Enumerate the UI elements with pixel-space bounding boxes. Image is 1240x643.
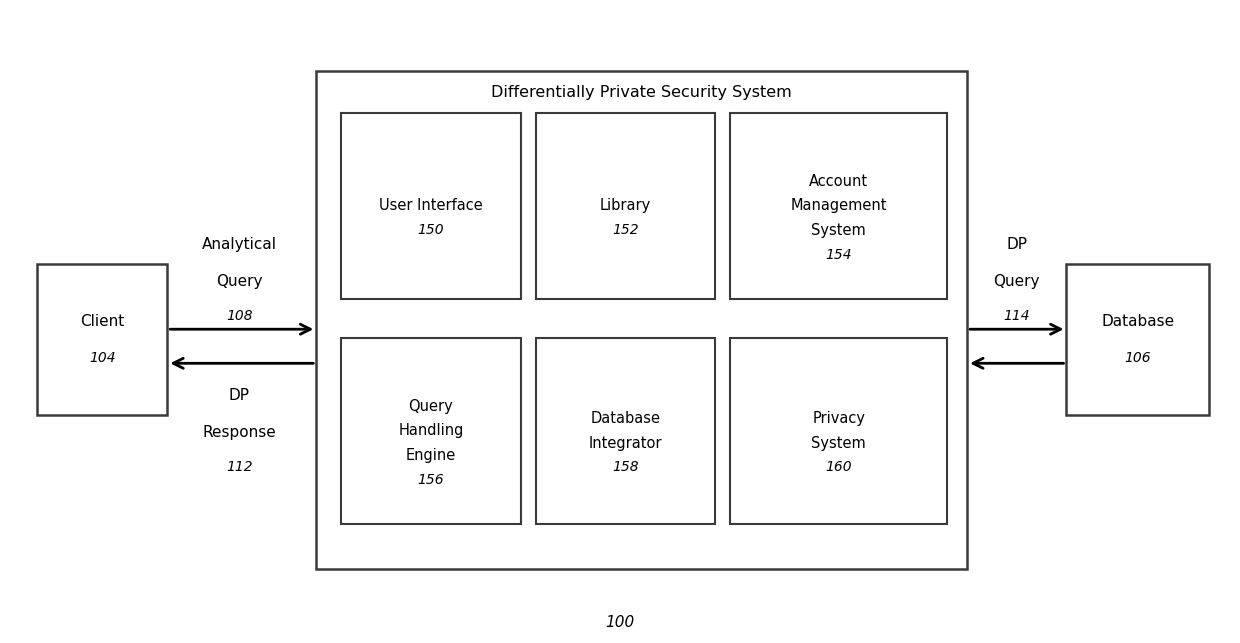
Text: 112: 112 (226, 460, 253, 475)
Text: Differentially Private Security System: Differentially Private Security System (491, 85, 792, 100)
Text: 100: 100 (605, 615, 635, 630)
Bar (341, 113, 521, 299)
Text: Query: Query (408, 399, 454, 414)
Text: Management: Management (791, 198, 887, 213)
Bar (730, 113, 947, 299)
Text: 108: 108 (226, 309, 253, 323)
Bar (316, 71, 967, 569)
Text: Query: Query (993, 274, 1040, 289)
Text: Library: Library (600, 198, 651, 213)
Bar (37, 264, 167, 415)
Text: Engine: Engine (405, 448, 456, 463)
Text: 106: 106 (1125, 352, 1151, 365)
Text: 150: 150 (418, 223, 444, 237)
Text: 158: 158 (613, 460, 639, 475)
Text: Analytical: Analytical (202, 237, 277, 252)
Text: Privacy: Privacy (812, 411, 866, 426)
Text: 104: 104 (89, 352, 115, 365)
Text: 152: 152 (613, 223, 639, 237)
Text: DP: DP (1007, 237, 1027, 252)
Text: Response: Response (202, 425, 277, 440)
Text: 160: 160 (826, 460, 852, 475)
Bar (730, 338, 947, 524)
Text: User Interface: User Interface (379, 198, 482, 213)
Text: 156: 156 (418, 473, 444, 487)
Bar (536, 338, 715, 524)
Text: Query: Query (216, 274, 263, 289)
Text: System: System (811, 435, 867, 451)
Text: Database: Database (590, 411, 661, 426)
Bar (1066, 264, 1209, 415)
Text: Database: Database (1101, 314, 1174, 329)
Text: 102: 102 (627, 119, 656, 134)
Text: 114: 114 (1003, 309, 1030, 323)
Text: Handling: Handling (398, 423, 464, 439)
Text: Client: Client (81, 314, 124, 329)
Text: 154: 154 (826, 248, 852, 262)
Text: Integrator: Integrator (589, 435, 662, 451)
Text: DP: DP (229, 388, 249, 403)
Text: Account: Account (810, 174, 868, 189)
Bar (341, 338, 521, 524)
Text: System: System (811, 222, 867, 238)
Bar (536, 113, 715, 299)
